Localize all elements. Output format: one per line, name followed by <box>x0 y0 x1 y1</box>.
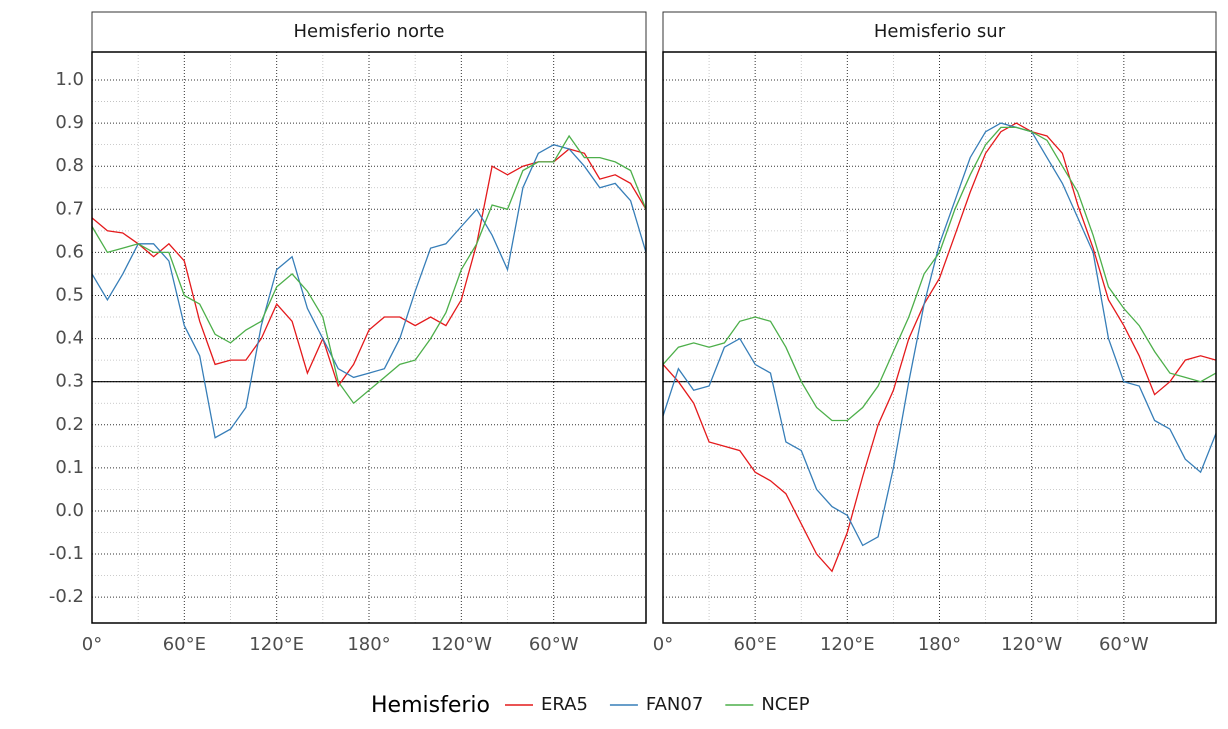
y-tick-label: 0.6 <box>55 241 84 262</box>
legend-label: ERA5 <box>541 694 588 715</box>
x-tick-label: 0° <box>82 634 102 655</box>
legend-title: Hemisferio <box>371 693 490 718</box>
y-tick-label: -0.1 <box>49 543 84 564</box>
x-tick-label: 0° <box>653 634 673 655</box>
y-tick-label: 0.1 <box>55 457 84 478</box>
y-tick-label: 0.9 <box>55 112 84 133</box>
strip-title: Hemisferio norte <box>293 21 444 42</box>
x-tick-label: 60°W <box>529 634 579 655</box>
x-tick-label: 180° <box>918 634 961 655</box>
series-line <box>91 134 647 405</box>
y-tick-label: 0.7 <box>55 198 84 219</box>
x-tick-label: 120°W <box>1001 634 1062 655</box>
legend-label: FAN07 <box>646 694 703 715</box>
x-tick-label: 60°W <box>1099 634 1149 655</box>
y-tick-label: 0.8 <box>55 155 84 176</box>
x-tick-label: 60°E <box>734 634 777 655</box>
x-tick-label: 120°E <box>249 634 304 655</box>
y-tick-label: 0.4 <box>55 328 84 349</box>
panel-border <box>91 51 647 624</box>
panel-border <box>662 51 1217 624</box>
x-tick-label: 120°W <box>431 634 492 655</box>
strip <box>91 11 647 53</box>
legend-label: NCEP <box>761 694 809 715</box>
series-line <box>662 126 1217 422</box>
y-tick-label: 0.3 <box>55 371 84 392</box>
y-tick-label: 0.0 <box>55 500 84 521</box>
series-line <box>91 144 647 439</box>
strip <box>662 11 1217 53</box>
y-tick-label: 1.0 <box>55 69 84 90</box>
series-line <box>662 122 1217 547</box>
y-tick-label: 0.2 <box>55 414 84 435</box>
x-tick-label: 180° <box>347 634 390 655</box>
series-line <box>662 122 1217 573</box>
x-tick-label: 120°E <box>820 634 875 655</box>
x-tick-label: 60°E <box>163 634 206 655</box>
y-tick-label: -0.2 <box>49 586 84 607</box>
y-tick-label: 0.5 <box>55 284 84 305</box>
strip-title: Hemisferio sur <box>874 21 1006 42</box>
